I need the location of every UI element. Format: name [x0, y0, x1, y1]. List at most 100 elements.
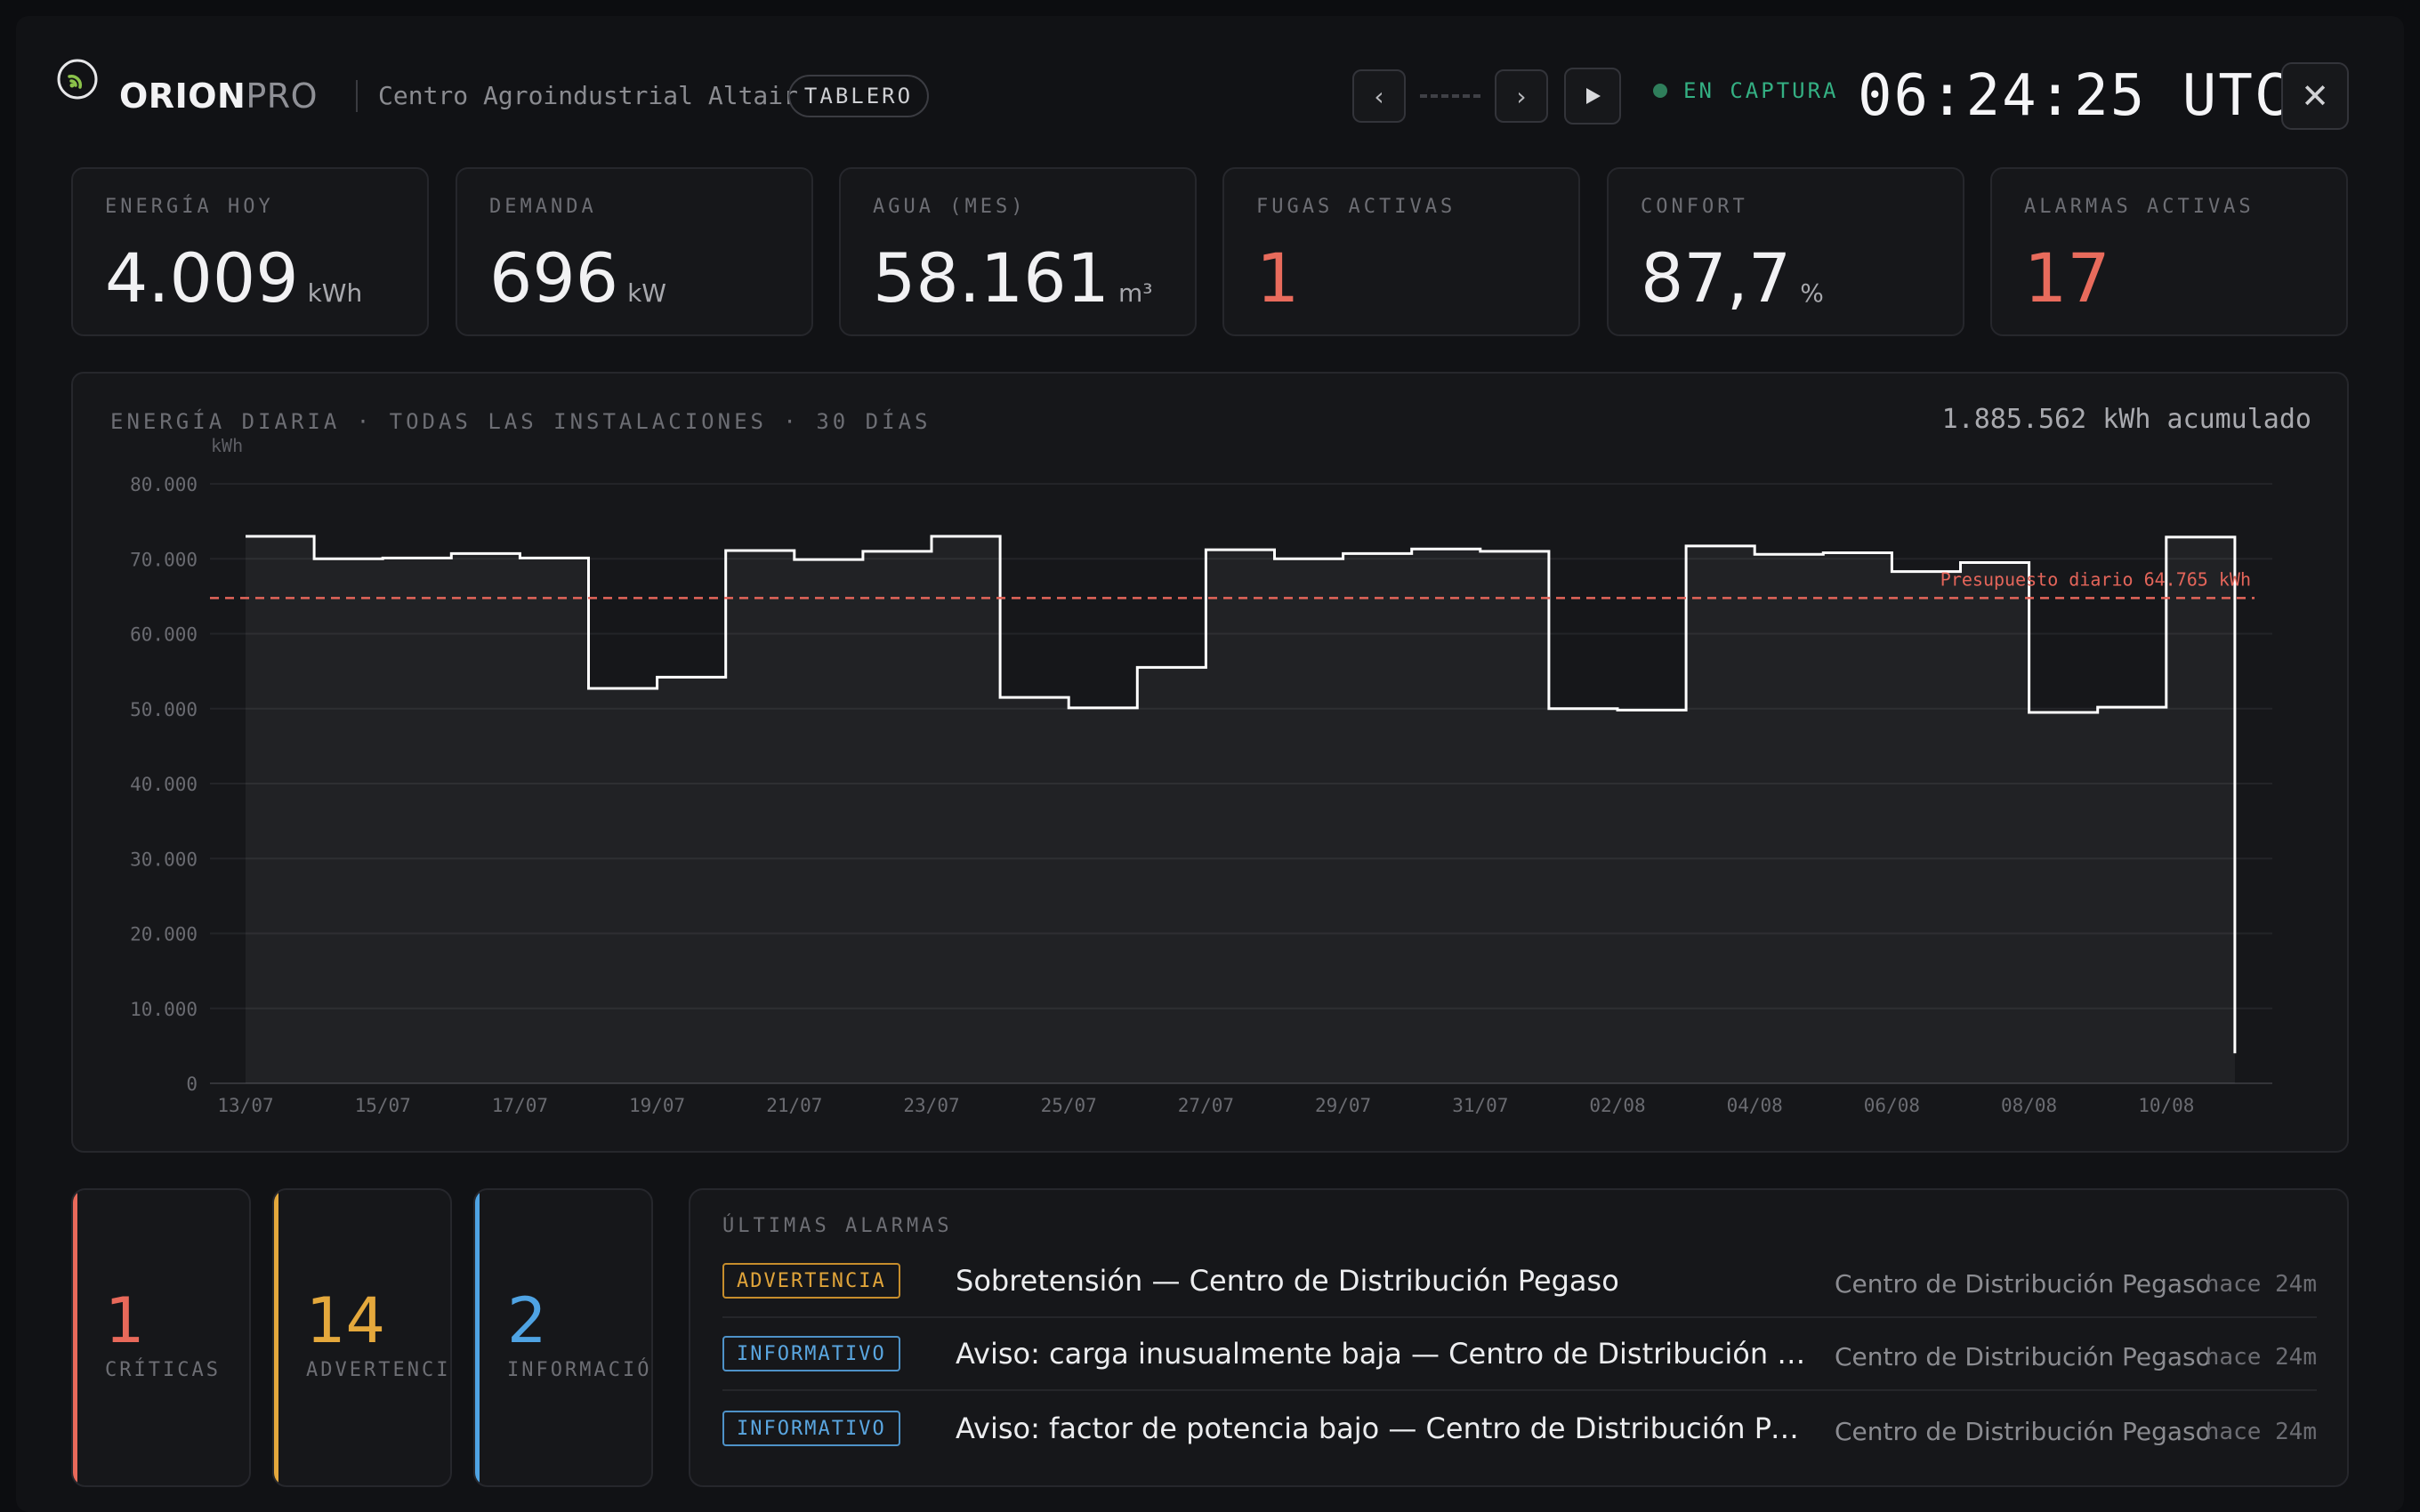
play-icon	[1586, 88, 1601, 104]
counter-value: 2	[507, 1284, 547, 1357]
x-tick-label: 31/07	[1452, 1095, 1508, 1116]
alarm-site: Centro de Distribución Pegaso	[1835, 1342, 2211, 1371]
alarm-row[interactable]: ADVERTENCIA Sobretensión — Centro de Dis…	[722, 1245, 2317, 1318]
kpi-value: 4.009 kWh	[105, 238, 363, 318]
x-tick-label: 29/07	[1315, 1095, 1371, 1116]
counter-accent	[73, 1190, 77, 1485]
day-step-mark	[1617, 708, 1686, 712]
kpi-card-comfort: CONFORT 87,7%	[1607, 167, 1964, 336]
chevron-left-icon: ‹	[1374, 81, 1384, 111]
day-step-mark	[1343, 551, 1412, 555]
kpi-label: ALARMAS ACTIVAS	[2024, 196, 2255, 218]
y-tick-label: 80.000	[130, 474, 198, 495]
alarm-time: hace 24m	[2205, 1344, 2317, 1371]
x-tick-label: 15/07	[355, 1095, 411, 1116]
day-step-mark	[2235, 1051, 2238, 1055]
kpi-value: 58.161 m³	[873, 238, 1153, 318]
kpi-label: FUGAS ACTIVAS	[1256, 196, 1456, 218]
counter-accent	[475, 1190, 480, 1485]
info-counter[interactable]: 2 INFORMACIÓN	[473, 1188, 653, 1487]
chart-title: ENERGÍA DIARIA · TODAS LAS INSTALACIONES…	[110, 409, 932, 434]
severity-badge: ADVERTENCIA	[722, 1263, 900, 1299]
x-tick-label: 04/08	[1727, 1095, 1783, 1116]
close-icon: ✕	[2301, 76, 2329, 116]
x-tick-label: 21/07	[766, 1095, 822, 1116]
utc-clock: 06:24:25 UTC	[1858, 63, 2291, 129]
budget-label: Presupuesto diario 64.765 kWh	[1940, 568, 2251, 590]
site-name: Centro Agroindustrial Altair	[378, 81, 799, 110]
x-tick-label: 08/08	[2001, 1095, 2057, 1116]
capture-status: EN CAPTURA	[1653, 78, 1839, 103]
y-tick-label: 20.000	[130, 924, 198, 945]
x-tick-label: 02/08	[1589, 1095, 1645, 1116]
day-step-mark	[1480, 550, 1549, 553]
close-button[interactable]: ✕	[2281, 62, 2349, 130]
alarm-time: hace 24m	[2205, 1271, 2317, 1298]
kpi-label: ENERGÍA HOY	[105, 196, 274, 218]
day-step-mark	[451, 551, 520, 555]
x-tick-label: 23/07	[903, 1095, 959, 1116]
play-button[interactable]	[1564, 68, 1621, 125]
status-dot-icon	[1653, 84, 1667, 98]
counter-value: 1	[105, 1284, 145, 1357]
kpi-label: CONFORT	[1641, 196, 1748, 218]
day-step-mark	[2166, 535, 2235, 539]
x-tick-label: 10/08	[2138, 1095, 2194, 1116]
y-tick-label: 70.000	[130, 549, 198, 570]
kpi-card-energy-today: ENERGÍA HOY 4.009 kWh	[71, 167, 429, 336]
capture-status-label: EN CAPTURA	[1683, 78, 1839, 103]
alarm-row[interactable]: INFORMATIVO Aviso: factor de potencia ba…	[722, 1393, 2317, 1466]
day-step-mark	[383, 556, 451, 559]
kpi-value: 696 kW	[489, 238, 666, 318]
alarm-title: Aviso: factor de potencia bajo — Centro …	[956, 1411, 1811, 1445]
day-step-mark	[520, 556, 588, 559]
next-button[interactable]: ›	[1495, 69, 1548, 123]
x-tick-label: 27/07	[1178, 1095, 1234, 1116]
day-step-mark	[589, 687, 657, 690]
kpi-label: DEMANDA	[489, 196, 597, 218]
alarm-site: Centro de Distribución Pegaso	[1835, 1269, 2211, 1299]
day-step-mark	[1000, 696, 1069, 699]
x-tick-label: 19/07	[629, 1095, 685, 1116]
y-tick-label: 30.000	[130, 848, 198, 870]
critical-counter[interactable]: 1 CRÍTICAS	[71, 1188, 251, 1487]
day-step-mark	[932, 535, 1000, 538]
day-step-mark	[246, 535, 314, 538]
day-step-mark	[795, 558, 863, 561]
y-axis-unit-label: kWh	[211, 435, 243, 456]
alarm-row[interactable]: INFORMATIVO Aviso: carga inusualmente ba…	[722, 1318, 2317, 1391]
day-step-mark	[1823, 551, 1892, 555]
day-step-mark	[863, 550, 932, 553]
counter-value: 14	[306, 1284, 386, 1357]
severity-badge: INFORMATIVO	[722, 1336, 900, 1371]
mode-tag-button[interactable]: TABLERO	[788, 75, 929, 117]
day-step-mark	[1961, 560, 2029, 564]
counter-label: INFORMACIÓN	[507, 1359, 653, 1381]
page-dots	[1420, 94, 1480, 98]
alarm-site: Centro de Distribución Pegaso	[1835, 1417, 2211, 1446]
y-tick-label: 50.000	[130, 699, 198, 720]
day-step-mark	[1754, 552, 1823, 556]
day-step-mark	[1206, 548, 1274, 551]
y-tick-label: 40.000	[130, 774, 198, 795]
day-step-mark	[2098, 705, 2166, 709]
chart-total: 1.885.562 kWh acumulado	[1941, 404, 2311, 435]
latest-alarms-panel: ÚLTIMAS ALARMAS ADVERTENCIA Sobretensión…	[689, 1188, 2349, 1487]
severity-badge: INFORMATIVO	[722, 1411, 900, 1446]
day-step-mark	[1069, 706, 1137, 710]
y-tick-label: 60.000	[130, 624, 198, 646]
prev-button[interactable]: ‹	[1352, 69, 1406, 123]
kpi-value: 17	[2024, 238, 2110, 318]
x-tick-label: 13/07	[217, 1095, 273, 1116]
kpi-value: 87,7%	[1641, 238, 1824, 318]
kpi-card-water-month: AGUA (MES) 58.161 m³	[839, 167, 1197, 336]
day-step-mark	[1549, 707, 1617, 711]
header-divider	[356, 80, 358, 112]
kpi-card-active-alarms: ALARMAS ACTIVAS 17	[1990, 167, 2348, 336]
alarm-title: Sobretensión — Centro de Distribución Pe…	[956, 1264, 1619, 1298]
chevron-right-icon: ›	[1516, 81, 1527, 111]
energy-step-chart: kWh 0 10.000 20.000 30.000 40.000 50.000 60.000…	[130, 435, 2272, 1116]
series-line	[246, 535, 2237, 1054]
